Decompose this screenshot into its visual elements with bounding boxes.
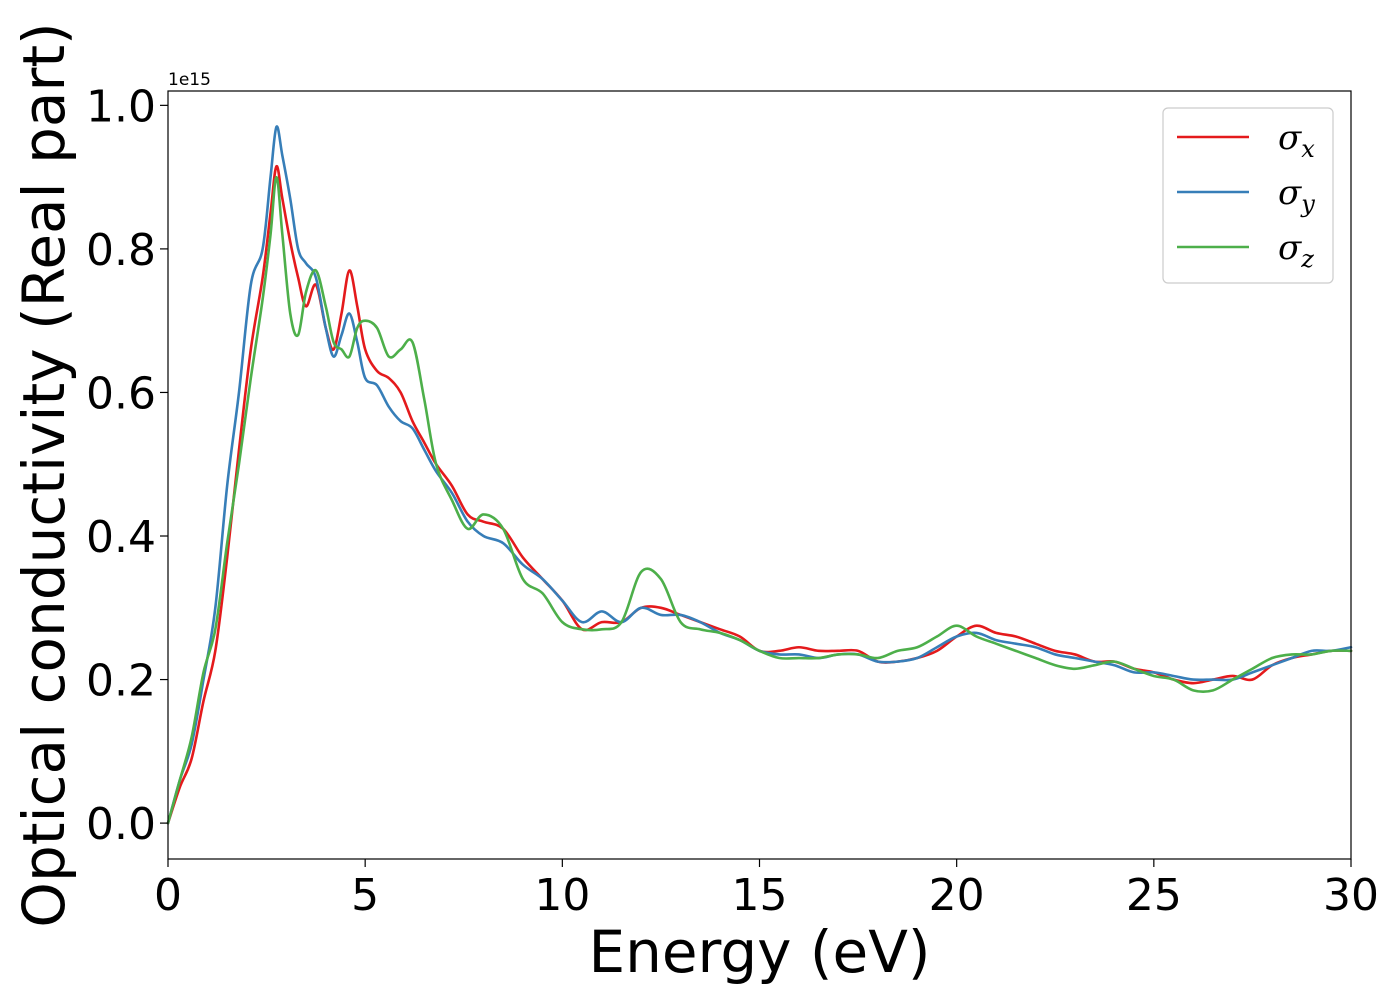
legend-symbol: σ — [1278, 173, 1302, 213]
y-tick-label: 0.4 — [86, 512, 156, 563]
y-axis-title: Optical conductivity (Real part) — [10, 22, 78, 927]
y-tick-label: 0.2 — [86, 656, 156, 707]
y-axis: 0.0 0.2 0.4 0.6 0.8 1.0 — [86, 81, 168, 850]
x-tick-label: 15 — [732, 870, 788, 921]
x-axis: 0 5 10 15 20 25 30 — [154, 859, 1379, 921]
legend-box — [1162, 107, 1334, 284]
legend-symbol: σ — [1278, 118, 1302, 158]
x-tick-label: 5 — [351, 870, 379, 921]
y-offset-label: 1e15 — [168, 70, 211, 90]
plot-lines — [166, 125, 1353, 825]
x-tick-label: 20 — [929, 870, 985, 921]
series-line-z — [166, 175, 1353, 825]
legend-subscript: x — [1301, 135, 1315, 163]
x-tick-label: 25 — [1126, 870, 1182, 921]
legend-subscript: y — [1300, 190, 1315, 218]
legend-label-y: σy — [1278, 173, 1315, 218]
y-tick-label: 0.6 — [86, 368, 156, 419]
x-tick-label: 10 — [534, 870, 590, 921]
x-axis-title: Energy (eV) — [588, 918, 930, 986]
y-tick-label: 0.0 — [86, 799, 156, 850]
y-tick-label: 0.8 — [86, 225, 156, 276]
legend-symbol: σ — [1278, 228, 1302, 268]
legend-label-z: σz — [1278, 228, 1314, 273]
y-tick-label: 1.0 — [86, 81, 156, 132]
legend-label-x: σx — [1278, 118, 1315, 163]
x-tick-label: 0 — [154, 870, 182, 921]
legend-subscript: z — [1300, 245, 1314, 273]
x-tick-label: 30 — [1323, 870, 1379, 921]
